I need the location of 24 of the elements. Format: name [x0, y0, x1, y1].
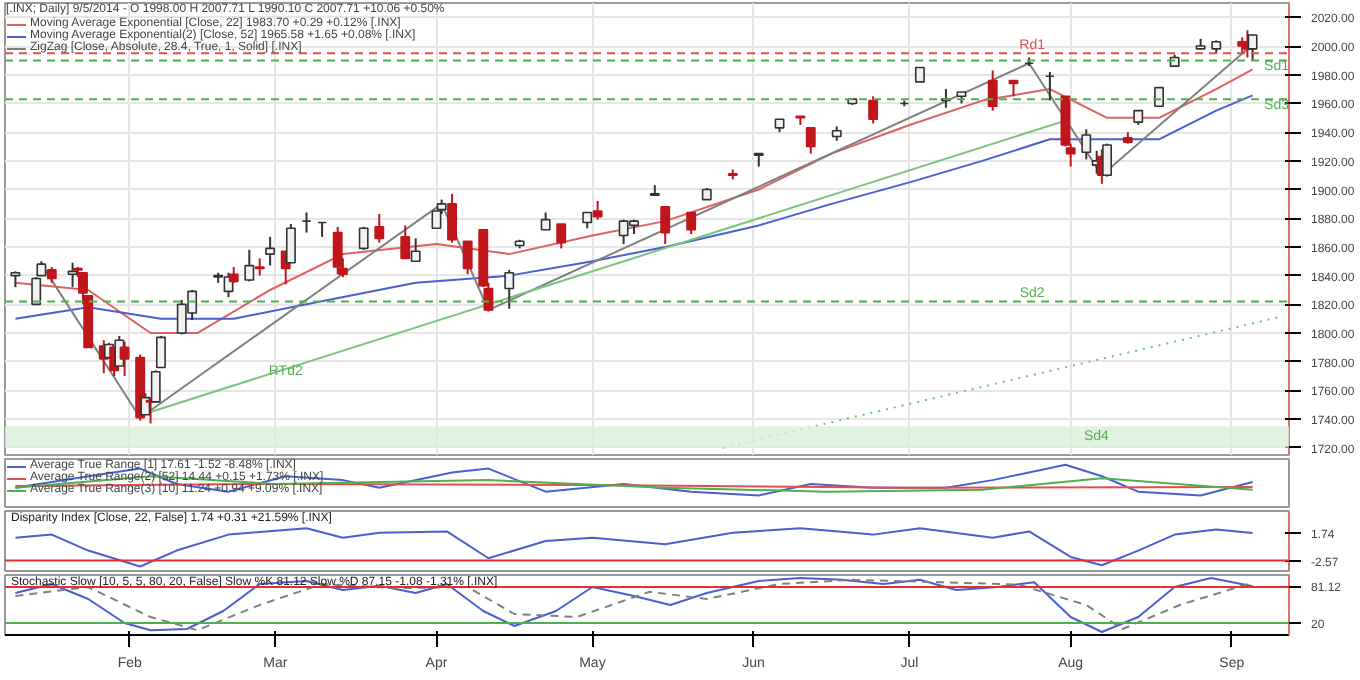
candlestick	[660, 205, 671, 246]
candlestick	[987, 69, 998, 112]
candlestick	[1102, 142, 1113, 178]
candlestick	[410, 237, 421, 263]
candlestick	[265, 235, 276, 267]
candlestick	[592, 200, 603, 221]
candlestick	[374, 212, 385, 244]
candlestick	[447, 192, 458, 244]
candlestick	[868, 95, 879, 125]
line-series	[14, 68, 1254, 335]
candlestick	[805, 126, 816, 155]
candlestick	[504, 268, 515, 310]
candlestick	[119, 340, 130, 378]
candlestick	[285, 222, 296, 264]
candlestick	[462, 240, 473, 276]
candlestick	[244, 248, 255, 283]
line-series	[14, 94, 1254, 320]
candlestick	[1081, 128, 1092, 161]
candlestick	[332, 225, 343, 276]
candlestick	[556, 222, 567, 250]
candlestick	[400, 224, 411, 260]
candlestick	[686, 211, 697, 236]
line-series	[14, 527, 1254, 568]
candlestick	[1247, 33, 1258, 62]
